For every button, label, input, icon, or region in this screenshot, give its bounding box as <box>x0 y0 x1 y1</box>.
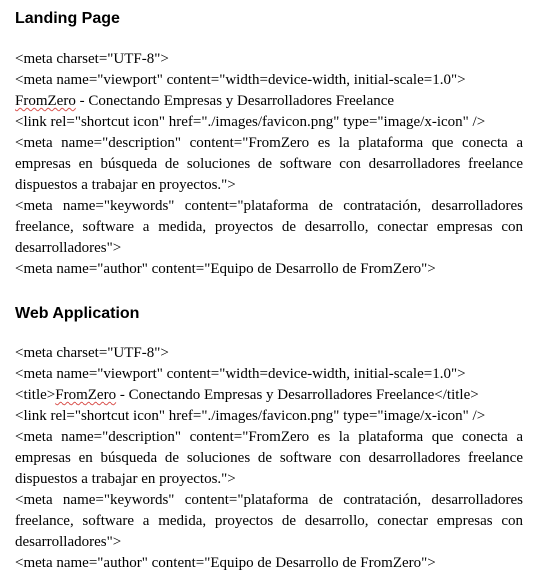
code-line: <meta name="keywords" content="plataform… <box>15 492 523 508</box>
code-line: FromZero - Conectando Empresas y Desarro… <box>15 93 395 109</box>
code-line: <meta name="viewport" content="width=dev… <box>15 366 466 382</box>
code-line: <meta charset="UTF-8"> <box>15 345 169 361</box>
code-line: empresas en búsqueda de soluciones de so… <box>15 450 523 466</box>
code-line: dispuestos a trabajar en proyectos."> <box>15 177 236 193</box>
code-line: dispuestos a trabajar en proyectos."> <box>15 471 236 487</box>
code-line: <link rel="shortcut icon" href="./images… <box>15 408 486 424</box>
code-line: empresas en búsqueda de soluciones de so… <box>15 156 523 172</box>
code-line: <meta charset="UTF-8"> <box>15 51 169 67</box>
code-line: <meta name="description" content="FromZe… <box>15 135 523 151</box>
landing-page-code-block: <meta charset="UTF-8"> <meta name="viewp… <box>15 49 523 280</box>
code-line: <meta name="description" content="FromZe… <box>15 429 523 445</box>
section-heading-web-application: Web Application <box>15 305 140 322</box>
code-line: <meta name="author" content="Equipo de D… <box>15 261 436 277</box>
code-line: <meta name="keywords" content="plataform… <box>15 198 523 214</box>
code-line: desarrolladores"> <box>15 534 122 550</box>
code-line: freelance, software a medida, proyectos … <box>15 219 523 235</box>
web-application-code-block: <meta charset="UTF-8"> <meta name="viewp… <box>15 343 523 574</box>
code-line: <meta name="viewport" content="width=dev… <box>15 72 466 88</box>
code-line: <title>FromZero - Conectando Empresas y … <box>15 387 479 403</box>
spellcheck-word: FromZero <box>55 387 117 403</box>
section-heading-landing-page: Landing Page <box>15 10 120 27</box>
code-line: desarrolladores"> <box>15 240 122 256</box>
code-line: <meta name="author" content="Equipo de D… <box>15 555 436 571</box>
code-line: <link rel="shortcut icon" href="./images… <box>15 114 486 130</box>
spellcheck-word: FromZero <box>15 93 76 109</box>
code-line: freelance, software a medida, proyectos … <box>15 513 523 529</box>
